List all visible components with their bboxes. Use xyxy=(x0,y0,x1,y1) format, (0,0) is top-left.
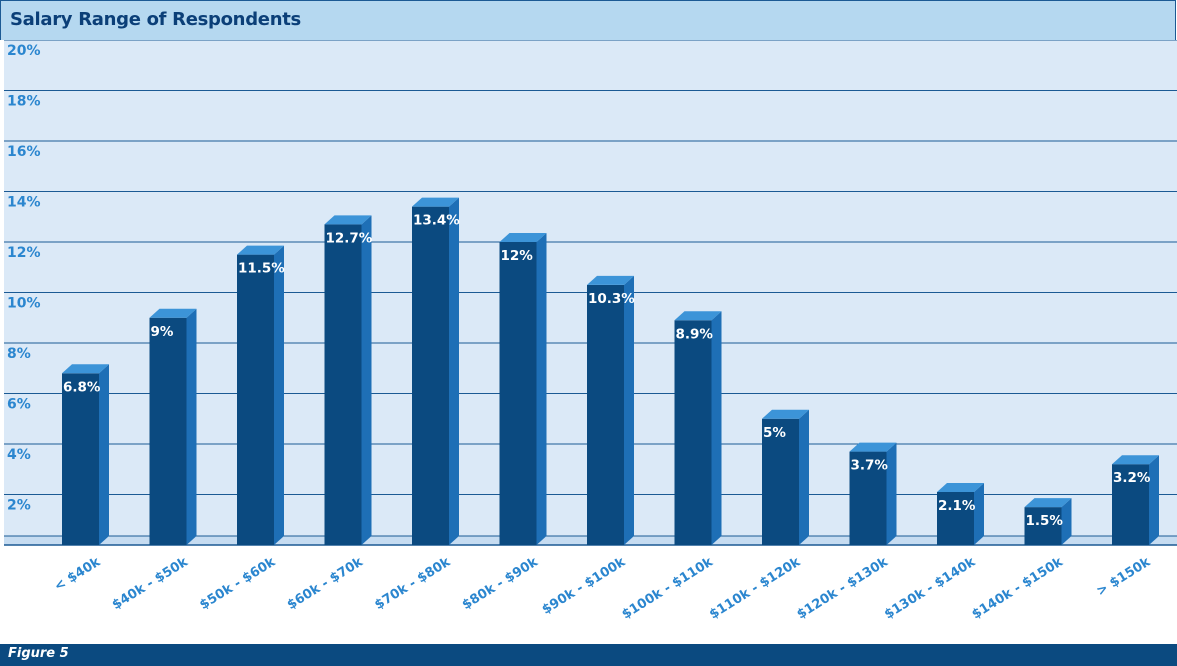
bar-top xyxy=(412,197,459,207)
bar xyxy=(412,197,459,545)
bar-front xyxy=(149,317,187,545)
data-label: 8.9% xyxy=(676,326,714,342)
caption-bar: Figure 5 xyxy=(0,644,1177,666)
data-label: 10.3% xyxy=(588,291,635,307)
bar xyxy=(1024,498,1072,545)
y-tick-label: 14% xyxy=(7,195,41,211)
y-tick-label: 2% xyxy=(7,498,31,514)
bar-top xyxy=(762,409,809,419)
bar-top xyxy=(587,275,634,285)
y-tick-label: 16% xyxy=(7,144,41,160)
bar-front xyxy=(587,284,624,545)
chart-title: Salary Range of Respondents xyxy=(10,9,301,30)
bar-top xyxy=(937,482,984,492)
bars: 6.8% 9% 11.5% 12.7% 13.4% 12% 10.3% 8.9% 5% 3.7% 2… xyxy=(62,197,1159,545)
bar-side xyxy=(361,215,372,545)
bar xyxy=(849,442,897,545)
bar xyxy=(762,409,809,545)
data-label: 5% xyxy=(763,425,786,441)
y-tick-label: 18% xyxy=(7,94,41,110)
data-label: 3.7% xyxy=(851,458,889,474)
bar xyxy=(324,215,372,545)
bar-front xyxy=(937,491,974,545)
bar-side xyxy=(186,308,197,545)
bar-side xyxy=(974,482,984,545)
bar-side xyxy=(624,275,634,545)
bar-front xyxy=(412,206,449,545)
y-axis: 2% 4% 6% 8% 10% 12% 14% 16% 18% 20% xyxy=(7,43,41,514)
data-label: 1.5% xyxy=(1026,513,1064,529)
figure-caption: Figure 5 xyxy=(8,646,69,661)
data-label: 9% xyxy=(151,324,174,340)
bar xyxy=(499,233,547,545)
data-label: 13.4% xyxy=(413,213,460,229)
bar xyxy=(674,311,722,545)
bar-top xyxy=(149,308,197,318)
bar xyxy=(237,245,284,545)
bar-side xyxy=(536,233,547,545)
y-tick-label: 8% xyxy=(7,346,31,362)
bar-top xyxy=(1112,455,1159,465)
title-bar: Salary Range of Respondents xyxy=(0,0,1176,40)
bar-top xyxy=(324,215,372,225)
bar-top xyxy=(1024,498,1072,508)
y-tick-label: 4% xyxy=(7,447,31,463)
bar-side xyxy=(1061,498,1072,545)
bar-top xyxy=(674,311,722,321)
bar-side xyxy=(449,197,459,545)
y-tick-label: 12% xyxy=(7,245,41,261)
data-label: 6.8% xyxy=(63,379,101,395)
bar-front xyxy=(499,242,537,545)
bar-front xyxy=(62,373,99,545)
bar-front xyxy=(674,320,712,545)
bar-front xyxy=(1024,507,1062,545)
bar-side xyxy=(99,364,109,545)
bar-front xyxy=(324,224,362,545)
bar xyxy=(1112,455,1159,545)
bar-side xyxy=(799,409,809,545)
bar xyxy=(62,364,109,545)
bar-top xyxy=(849,442,897,452)
bar xyxy=(937,482,984,545)
bar-side xyxy=(886,442,897,545)
bar-front xyxy=(762,418,799,545)
bar-front xyxy=(237,254,274,545)
chart-area: 2% 4% 6% 8% 10% 12% 14% 16% 18% 20% 6.8% 9% 11.5% 12… xyxy=(0,40,1177,644)
y-tick-label: 20% xyxy=(7,43,41,59)
bar-top xyxy=(62,364,109,374)
bar-side xyxy=(711,311,722,545)
bar-front xyxy=(849,451,887,545)
data-label: 3.2% xyxy=(1113,470,1151,486)
bar-front xyxy=(1112,464,1149,545)
y-tick-label: 6% xyxy=(7,397,31,413)
data-label: 2.1% xyxy=(938,498,976,514)
data-label: 12% xyxy=(501,248,534,264)
data-label: 12.7% xyxy=(326,230,373,246)
y-tick-label: 10% xyxy=(7,296,41,312)
bar-side xyxy=(1149,455,1159,545)
bar-top xyxy=(237,245,284,255)
bar-top xyxy=(499,233,547,242)
data-label: 11.5% xyxy=(238,261,285,277)
bar xyxy=(149,308,197,545)
bar-side xyxy=(274,245,284,545)
bar xyxy=(587,275,634,545)
